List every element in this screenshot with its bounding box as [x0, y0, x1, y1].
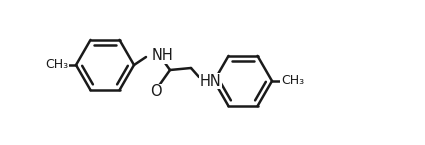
Text: NH: NH: [152, 48, 174, 64]
Text: CH₃: CH₃: [281, 75, 304, 87]
Text: CH₃: CH₃: [45, 58, 68, 71]
Text: HN: HN: [200, 74, 222, 88]
Text: O: O: [55, 58, 67, 72]
Text: O: O: [150, 85, 162, 99]
